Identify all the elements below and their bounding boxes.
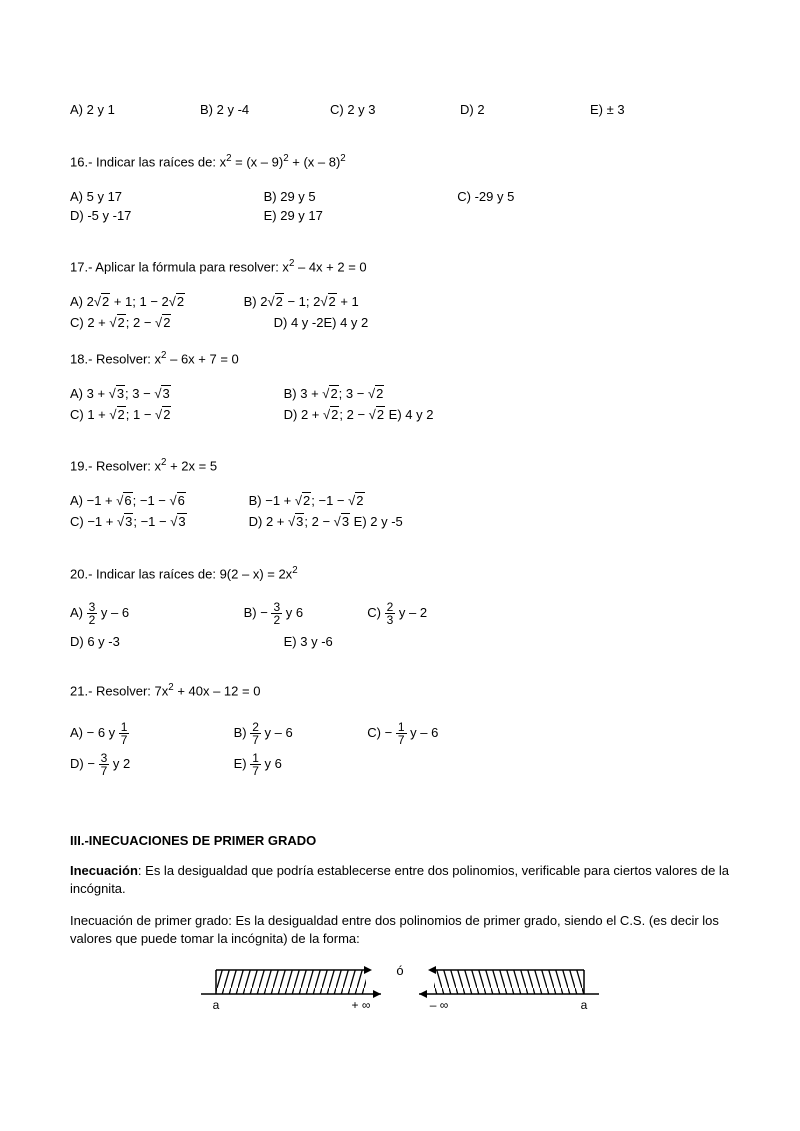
q20-opt-e: E) 3 y -6 xyxy=(284,628,333,657)
q19-opt-a: A) −1 + 6; −1 − 6 xyxy=(70,491,245,512)
q16-stem-2: = (x – 9) xyxy=(232,154,284,169)
q18-opt-c: C) 1 + 2; 1 − 2 xyxy=(70,405,280,426)
numline2-a: a xyxy=(580,998,587,1012)
numline-left-open: – ∞ a xyxy=(414,964,604,1014)
q16-opt-b: B) 29 y 5 xyxy=(264,187,454,207)
q15-opt-e: E) ± 3 xyxy=(590,100,625,121)
q19-opt-c: C) −1 + 3; −1 − 3 xyxy=(70,512,245,533)
inecuacion-def-text: : Es la desigualdad que podría establece… xyxy=(70,863,729,896)
q17-stem-1: 17.- Aplicar la fórmula para resolver: x xyxy=(70,259,289,274)
q21-options: A) − 6 y 17 B) 27 y – 6 C) − 17 y – 6 D)… xyxy=(70,717,730,779)
q15-opt-b: B) 2 y -4 xyxy=(200,100,290,121)
q17-options: A) 22 + 1; 1 − 22 B) 22 − 1; 22 + 1 C) 2… xyxy=(70,292,730,334)
q18-opt-d: D) 2 + 2; 2 − 2 E) 4 y 2 xyxy=(284,405,434,426)
q18-stem-1: 18.- Resolver: x xyxy=(70,351,161,366)
q15-opt-c: C) 2 y 3 xyxy=(330,100,420,121)
numline1-inf: + ∞ xyxy=(352,998,371,1012)
q19-stem-2: + 2x = 5 xyxy=(166,459,217,474)
q18-stem: 18.- Resolver: x2 – 6x + 7 = 0 xyxy=(70,348,730,370)
inecuacion-primer-grado: Inecuación de primer grado: Es la desigu… xyxy=(70,912,730,948)
q16-opt-c: C) -29 y 5 xyxy=(457,187,514,207)
q21-stem: 21.- Resolver: 7x2 + 40x – 12 = 0 xyxy=(70,680,730,702)
numline2-minf: – ∞ xyxy=(429,998,448,1012)
number-line-diagram: a + ∞ ó – ∞ a xyxy=(70,963,730,1015)
q20-opt-c: C) 23 y – 2 xyxy=(367,599,427,628)
q21-opt-b: B) 27 y – 6 xyxy=(234,717,364,748)
q19-stem-1: 19.- Resolver: x xyxy=(70,459,161,474)
q19-opt-e: E) 2 y -5 xyxy=(350,514,403,529)
numline-right-open: a + ∞ xyxy=(196,964,386,1014)
inecuacion-def: Inecuación: Es la desigualdad que podría… xyxy=(70,862,730,898)
q17-stem-2: – 4x + 2 = 0 xyxy=(294,259,366,274)
q21-stem-1: 21.- Resolver: 7x xyxy=(70,684,168,699)
q17-opt-e: E) 4 y 2 xyxy=(323,313,368,334)
q19-stem: 19.- Resolver: x2 + 2x = 5 xyxy=(70,455,730,477)
q17-stem: 17.- Aplicar la fórmula para resolver: x… xyxy=(70,256,730,278)
page: A) 2 y 1 B) 2 y -4 C) 2 y 3 D) 2 E) ± 3 … xyxy=(0,0,800,1074)
q16-options: A) 5 y 17 B) 29 y 5 C) -29 y 5 D) -5 y -… xyxy=(70,187,730,226)
q20-opt-b: B) − 32 y 6 xyxy=(244,599,364,628)
q16-opt-e: E) 29 y 17 xyxy=(264,206,323,226)
q20-stem: 20.- Indicar las raíces de: 9(2 – x) = 2… xyxy=(70,563,730,585)
q16-stem-3: + (x – 8) xyxy=(289,154,341,169)
q16-stem-1: 16.- Indicar las raíces de: x xyxy=(70,154,226,169)
q16-stem: 16.- Indicar las raíces de: x2 = (x – 9)… xyxy=(70,151,730,173)
q16-opt-a: A) 5 y 17 xyxy=(70,187,260,207)
q20-stem-1: 20.- Indicar las raíces de: 9(2 – x) = 2… xyxy=(70,566,292,581)
q21-opt-c: C) − 17 y – 6 xyxy=(367,717,438,748)
q19-opt-d: D) 2 + 3; 2 − 3 E) 2 y -5 xyxy=(249,512,403,533)
q15-opt-d: D) 2 xyxy=(460,100,550,121)
q15-opt-a: A) 2 y 1 xyxy=(70,100,160,121)
q19-options: A) −1 + 6; −1 − 6 B) −1 + 2; −1 − 2 C) −… xyxy=(70,491,730,533)
q17-opt-b: B) 22 − 1; 22 + 1 xyxy=(244,292,359,313)
q15-options: A) 2 y 1 B) 2 y -4 C) 2 y 3 D) 2 E) ± 3 xyxy=(70,100,730,121)
inecuacion-def-label: Inecuación xyxy=(70,863,138,878)
q17-opt-a: A) 22 + 1; 1 − 22 xyxy=(70,292,240,313)
q20-opt-a: A) 32 y – 6 xyxy=(70,599,240,628)
numline1-a: a xyxy=(213,998,220,1012)
q21-stem-2: + 40x – 12 = 0 xyxy=(174,684,261,699)
q20-options: A) 32 y – 6 B) − 32 y 6 C) 23 y – 2 D) 6… xyxy=(70,599,730,656)
diagram-sep: ó xyxy=(390,963,410,978)
q18-opt-a: A) 3 + 3; 3 − 3 xyxy=(70,384,280,405)
q17-opt-c: C) 2 + 2; 2 − 2 xyxy=(70,313,270,334)
q18-stem-2: – 6x + 7 = 0 xyxy=(166,351,238,366)
q19-opt-b: B) −1 + 2; −1 − 2 xyxy=(249,491,365,512)
q18-opt-b: B) 3 + 2; 3 − 2 xyxy=(284,384,385,405)
q16-opt-d: D) -5 y -17 xyxy=(70,206,260,226)
q21-opt-a: A) − 6 y 17 xyxy=(70,717,230,748)
q18-opt-e: E) 4 y 2 xyxy=(385,407,433,422)
q21-opt-d: D) − 37 y 2 xyxy=(70,748,230,779)
section3-title: III.-INECUACIONES DE PRIMER GRADO xyxy=(70,833,730,848)
q17-opt-d: D) 4 y -2 xyxy=(274,313,324,334)
q21-opt-e: E) 17 y 6 xyxy=(234,748,282,779)
q20-opt-d: D) 6 y -3 xyxy=(70,628,280,657)
q18-options: A) 3 + 3; 3 − 3 B) 3 + 2; 3 − 2 C) 1 + 2… xyxy=(70,384,730,426)
